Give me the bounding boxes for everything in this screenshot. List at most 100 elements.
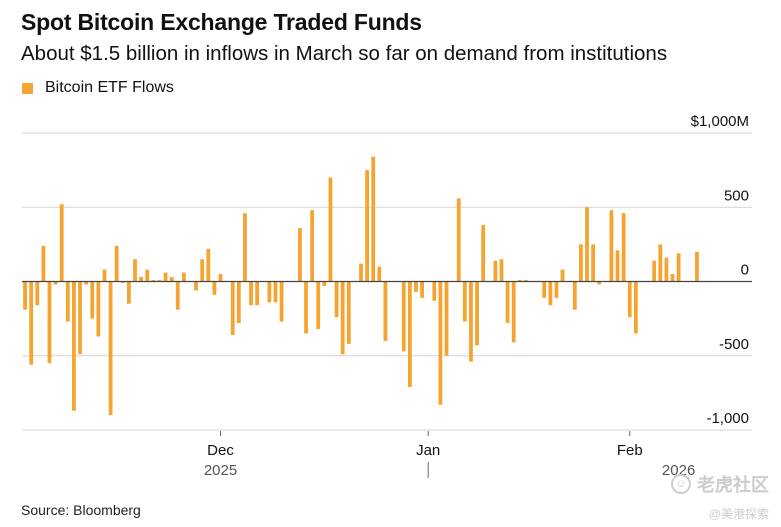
bar: [298, 228, 302, 282]
bar: [407, 281, 412, 387]
bar: [524, 280, 528, 282]
legend-swatch: [22, 82, 33, 94]
bar: [591, 244, 595, 282]
bar: [627, 281, 632, 318]
bar: [23, 281, 27, 310]
bar: [267, 281, 272, 303]
bar: [72, 281, 76, 411]
bar: [181, 272, 186, 282]
bar: [96, 281, 101, 337]
watermark-main: ☺ 老虎社区: [671, 471, 769, 497]
bar: [90, 281, 95, 319]
bar: [585, 207, 589, 282]
bar: [102, 269, 107, 282]
y-tick-label: -500: [719, 336, 749, 353]
legend-label: Bitcoin ETF Flows: [45, 79, 174, 96]
bar: [633, 281, 638, 334]
bar: [615, 250, 620, 282]
bar: [273, 281, 278, 303]
watermark: ☺ 老虎社区 @美港探索: [671, 471, 769, 522]
bar: [139, 277, 143, 282]
x-tick-label: Jan: [416, 442, 440, 459]
tiger-logo-icon: ☺: [671, 474, 691, 494]
bar: [200, 259, 205, 282]
bar: [493, 260, 498, 282]
bar: [249, 281, 253, 306]
bar: [377, 266, 382, 282]
bar: [279, 281, 284, 322]
bar: [47, 281, 52, 364]
bar: [127, 281, 131, 304]
bar: [212, 281, 217, 295]
bar: [145, 269, 150, 282]
bar: [621, 213, 626, 282]
bar: [157, 280, 162, 282]
chart-subtitle: About $1.5 billion in inflows in March s…: [21, 42, 668, 65]
bar: [346, 281, 351, 344]
bar: [609, 210, 614, 282]
bar: [658, 244, 663, 282]
bar: [401, 281, 406, 352]
bar: [120, 281, 125, 283]
bar: [676, 253, 681, 282]
bar: [383, 281, 388, 341]
bar: [206, 248, 211, 282]
bar: [84, 281, 89, 285]
bar: [53, 281, 58, 285]
bar: [414, 281, 418, 292]
year-label: 2026: [662, 462, 695, 479]
bar: [328, 177, 333, 282]
y-tick-label: -1,000: [706, 410, 749, 427]
bar: [163, 272, 168, 282]
bar: [29, 281, 34, 365]
bar: [560, 269, 565, 282]
x-tick-label: Feb: [617, 442, 643, 459]
bar: [438, 281, 443, 405]
bar: [695, 251, 699, 282]
bar: [652, 260, 657, 282]
bar: [310, 210, 315, 282]
bar: [597, 281, 602, 285]
bar: [65, 281, 70, 322]
bar: [133, 259, 137, 282]
bar: [548, 281, 553, 306]
bar: [255, 281, 260, 306]
bar: [511, 281, 516, 343]
bar: [243, 213, 247, 282]
bar: [481, 225, 486, 282]
watermark-text: 老虎社区: [697, 475, 769, 495]
y-tick-label: $1,000M: [691, 113, 749, 130]
bar: [175, 281, 180, 310]
bar: [340, 281, 345, 355]
bar: [579, 244, 583, 282]
bar: [420, 281, 424, 298]
bar: [469, 281, 473, 362]
bar: [59, 204, 64, 282]
bar: [365, 170, 369, 282]
bar: [499, 259, 504, 282]
bar: [41, 245, 46, 282]
bar: [169, 277, 174, 282]
bar: [304, 281, 308, 334]
bar: [456, 198, 461, 282]
bar: [316, 281, 321, 330]
bar: [444, 281, 449, 356]
y-tick-label: 500: [724, 187, 749, 204]
bar: [114, 245, 119, 282]
bar: [359, 263, 363, 282]
bar: [334, 281, 339, 318]
bar: [664, 257, 669, 282]
bar: [475, 281, 479, 346]
bar: [218, 274, 223, 282]
bar: [670, 274, 675, 282]
bar: [554, 281, 559, 298]
bar: [108, 281, 113, 416]
legend: Bitcoin ETF Flows: [22, 79, 174, 97]
bar: [505, 281, 510, 324]
bar: [517, 280, 522, 282]
bar: [78, 281, 82, 355]
bar: [35, 281, 40, 306]
chart-title: Spot Bitcoin Exchange Traded Funds: [21, 9, 422, 35]
watermark-handle: @美港探索: [708, 507, 769, 521]
bar: [462, 281, 467, 322]
